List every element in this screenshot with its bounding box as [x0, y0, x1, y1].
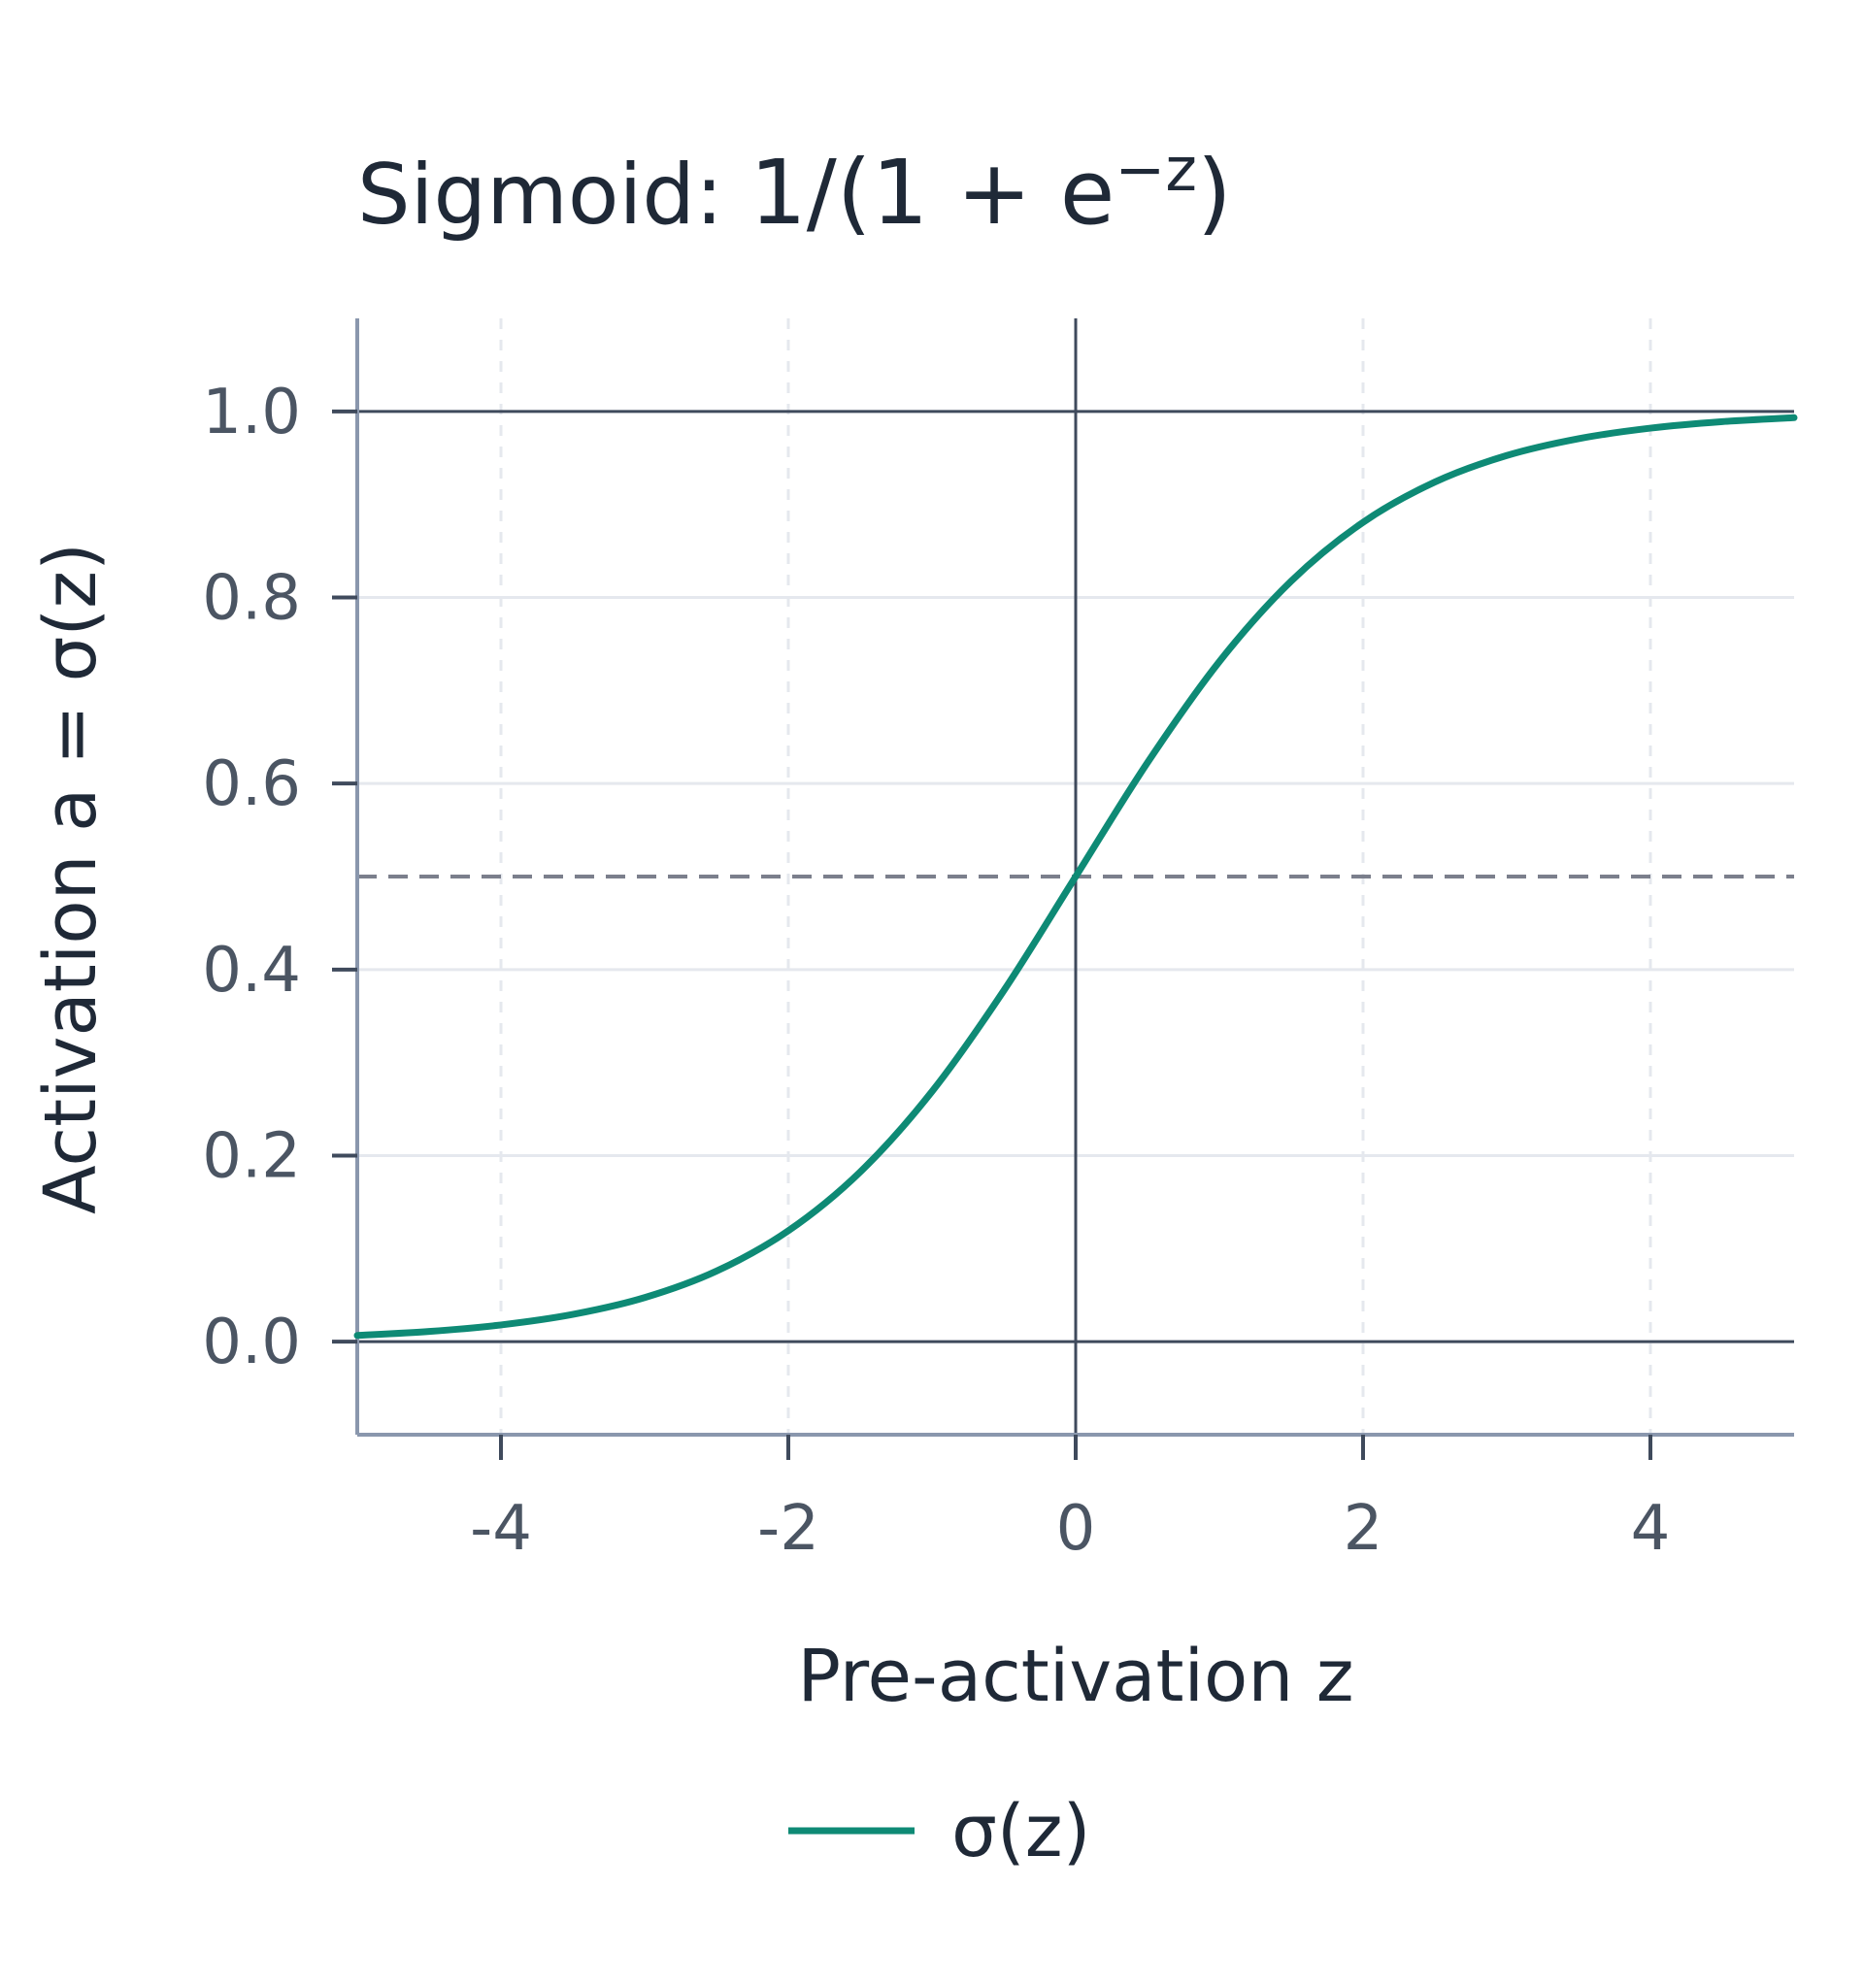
chart-title-prefix: Sigmoid: — [357, 147, 749, 244]
y-tick-label-3: 0.6 — [202, 748, 301, 820]
y-tick-label-1: 0.2 — [202, 1121, 301, 1193]
chart-title-formula: 1/(1 + e — [749, 141, 1115, 245]
chart-title-suffix: ) — [1197, 141, 1232, 245]
y-tick-label-0: 0.0 — [202, 1307, 301, 1378]
legend: σ(z) — [788, 1790, 1090, 1873]
x-tick-label-1: -2 — [757, 1493, 819, 1565]
y-tick-label-2: 0.4 — [202, 935, 301, 1007]
tick-labels: 0.0 0.2 0.4 0.6 0.8 1.0 -4 -2 0 2 4 — [202, 377, 1670, 1565]
chart-title-superscript: −z — [1115, 134, 1197, 205]
x-tick-label-3: 2 — [1344, 1493, 1383, 1565]
x-tick-label-0: -4 — [470, 1493, 532, 1565]
legend-label: σ(z) — [951, 1790, 1090, 1873]
y-tick-label-4: 0.8 — [202, 563, 301, 635]
y-axis-label: Activation a = σ(z) — [29, 543, 113, 1214]
series-layer — [353, 414, 1798, 1340]
x-axis-label: Pre-activation z — [797, 1635, 1353, 1718]
axes — [332, 318, 1794, 1460]
x-tick-label-2: 0 — [1056, 1493, 1096, 1565]
y-tick-label-5: 1.0 — [202, 377, 301, 448]
chart-title: Sigmoid: 1/(1 + e−z) — [357, 134, 1232, 245]
x-tick-label-4: 4 — [1631, 1493, 1671, 1565]
sigmoid-curve — [353, 414, 1798, 1340]
